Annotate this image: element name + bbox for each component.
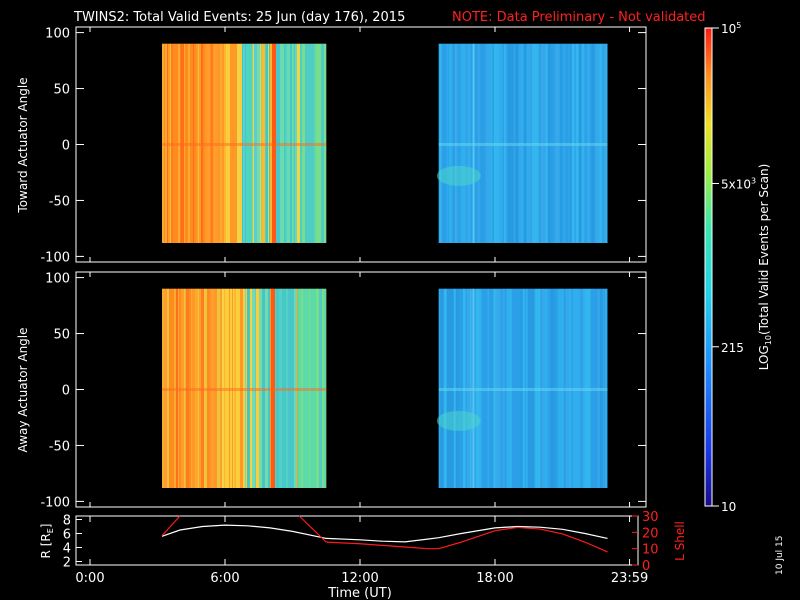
l-shell-segment	[298, 515, 327, 543]
toward-heatmap	[162, 43, 608, 243]
y-tick-label: 50	[53, 328, 70, 343]
time-tick-label: 0:00	[75, 571, 104, 586]
y-tick-label: 100	[45, 272, 70, 287]
l-shell-tick-label: 10	[642, 543, 659, 558]
date-stamp: 10 Jul 15	[775, 535, 785, 576]
r-tick-label: 6	[63, 528, 71, 543]
toward-ylabel: Toward Actuator Angle	[16, 77, 30, 213]
l-shell-segment	[161, 515, 181, 537]
l-shell-tick-label: 30	[642, 510, 659, 525]
away-ylabel: Away Actuator Angle	[16, 327, 30, 452]
zero-angle-band	[438, 143, 608, 146]
colorbar-tick-label: 5x103	[721, 176, 756, 191]
away-heatmap	[162, 288, 608, 488]
ephemeris-ylabel-right: L Shell	[673, 521, 687, 561]
ephemeris-panel-frame	[75, 515, 639, 566]
y-tick-label: -100	[40, 495, 70, 510]
l-shell-tick-label: 20	[642, 526, 659, 541]
zero-angle-band	[438, 388, 608, 391]
zero-angle-band	[162, 388, 327, 391]
time-tick-label: 6:00	[210, 571, 239, 586]
y-tick-label: 0	[62, 139, 70, 154]
y-tick-label: -100	[40, 250, 70, 265]
l-shell-lines	[161, 515, 608, 553]
time-tick-label: 12:00	[341, 571, 378, 586]
heatmap-stripe	[472, 43, 475, 243]
time-axis-label: Time (UT)	[327, 586, 392, 600]
l-shell-tick-label: 0	[642, 559, 650, 574]
r-series-line	[161, 524, 608, 543]
y-tick-label: 0	[62, 384, 70, 399]
colorbar-tick-label: 10	[721, 500, 736, 514]
y-tick-label: -50	[49, 439, 70, 454]
colorbar-tick-label: 105	[721, 21, 741, 36]
time-tick-label: 18:00	[476, 571, 513, 586]
heatmap-stripe	[472, 288, 475, 488]
r-tick-label: 2	[63, 556, 71, 571]
time-tick-label: 23:59	[611, 571, 648, 586]
colorbar-tick-label: 215	[721, 341, 744, 355]
ephemeris-ylabel-left: R [RE]	[39, 524, 55, 559]
zero-angle-band	[162, 143, 327, 146]
colorbar-label: LOG10(Total Valid Events per Scan)	[757, 164, 773, 371]
r-tick-label: 4	[63, 542, 71, 557]
y-tick-label: 50	[53, 83, 70, 98]
heatmap-feature	[436, 410, 481, 431]
l-shell-segment	[326, 526, 608, 553]
heatmap-feature	[436, 165, 481, 186]
colorbar	[704, 27, 713, 507]
data-note: NOTE: Data Preliminary - Not validated	[452, 10, 706, 25]
y-tick-label: -50	[49, 194, 70, 209]
plot-title: TWINS2: Total Valid Events: 25 Jun (day …	[73, 10, 405, 25]
r-tick-label: 8	[63, 514, 71, 529]
y-tick-label: 100	[45, 27, 70, 42]
